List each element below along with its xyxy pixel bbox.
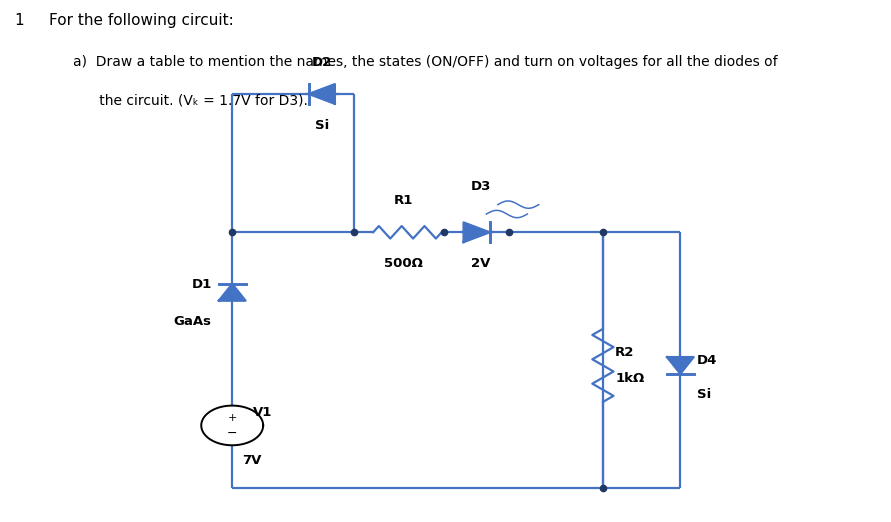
Text: 7V: 7V [242,455,261,467]
Text: D3: D3 [470,180,491,193]
Polygon shape [219,284,246,301]
Polygon shape [667,357,694,374]
Text: Si: Si [315,119,329,132]
Text: D4: D4 [697,354,717,366]
Polygon shape [309,84,335,104]
Text: −: − [227,426,238,440]
Text: R1: R1 [394,194,413,207]
Text: R2: R2 [615,346,634,359]
Text: 500Ω: 500Ω [384,257,422,270]
Text: D1: D1 [192,278,212,291]
Text: +: + [227,413,237,423]
Text: Si: Si [697,388,711,400]
Text: D2: D2 [312,56,332,69]
Text: 1: 1 [14,13,24,28]
Text: 2V: 2V [471,257,490,270]
Text: a)  Draw a table to mention the names, the states (ON/OFF) and turn on voltages : a) Draw a table to mention the names, th… [73,55,778,69]
Text: GaAs: GaAs [174,315,212,327]
Text: For the following circuit:: For the following circuit: [49,13,233,28]
Text: the circuit. (Vₖ = 1.7V for D3).: the circuit. (Vₖ = 1.7V for D3). [73,94,308,108]
Text: V1: V1 [252,406,272,419]
Polygon shape [463,222,490,242]
Text: 1kΩ: 1kΩ [615,372,644,385]
